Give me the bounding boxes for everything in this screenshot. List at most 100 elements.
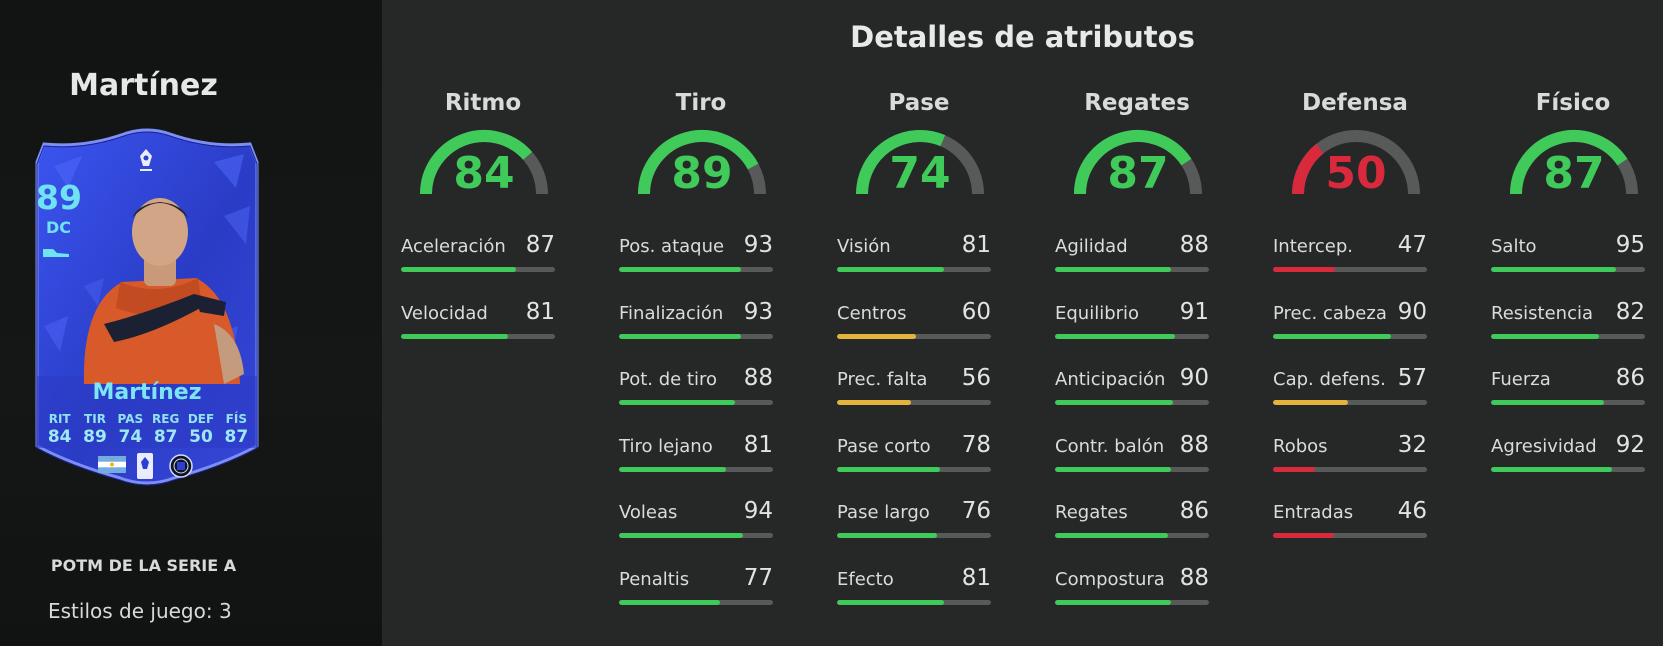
attribute-row: Anticipación 90 (1055, 365, 1219, 429)
attribute-bar (1491, 466, 1645, 472)
attribute-bar-fill (1055, 333, 1175, 339)
attribute-row: Aceleración 87 (401, 232, 565, 296)
attribute-value: 81 (961, 232, 991, 258)
attribute-bar (401, 267, 555, 272)
attribute-bar (1491, 333, 1645, 339)
category-name: Ritmo (444, 90, 522, 116)
gauge-fill (420, 130, 533, 195)
attribute-value: 93 (743, 232, 773, 258)
attribute-bar (837, 533, 991, 538)
card-stat-value: 50 (189, 427, 213, 447)
attribute-value: 88 (1179, 564, 1209, 591)
attribute-bar-fill (619, 599, 721, 605)
attribute-bar-fill (1055, 400, 1174, 405)
attribute-bar (1491, 267, 1645, 272)
attribute-bar (619, 333, 773, 339)
attribute-value: 46 (1397, 498, 1427, 524)
attribute-value: 56 (961, 365, 991, 391)
attribute-bar (1273, 466, 1427, 472)
attribute-value: 92 (1615, 431, 1645, 458)
attribute-value: 88 (1179, 431, 1209, 458)
card-stat-reg: REG 87 (148, 412, 183, 447)
attribute-row: Voleas 94 (619, 498, 783, 562)
attribute-bar (1055, 267, 1209, 272)
attribute-name: Finalización (619, 302, 724, 324)
attribute-value: 90 (1179, 365, 1209, 391)
attribute-bar-fill (1055, 466, 1171, 472)
attribute-value: 82 (1615, 298, 1645, 325)
attribute-row: Agilidad 88 (1055, 232, 1219, 296)
attribute-name: Pase largo (837, 502, 930, 523)
attribute-row: Finalización 93 (619, 299, 783, 363)
attribute-name: Entradas (1273, 502, 1354, 523)
attribute-bar (401, 333, 555, 339)
attribute-row: Prec. falta 56 (837, 365, 1001, 429)
card-position: DC (46, 218, 72, 237)
attribute-name: Voleas (619, 502, 678, 523)
category-name: Defensa (1302, 90, 1408, 116)
attribute-name: Equilibrio (1055, 302, 1140, 324)
attribute-bar-fill (619, 533, 743, 538)
card-stat-value: 89 (83, 427, 107, 447)
attribute-value: 88 (1179, 232, 1209, 258)
background-watermark (254, 460, 384, 540)
attribute-bar-fill (619, 267, 742, 272)
category-value: 87 (1543, 148, 1605, 199)
attribute-bar-fill (837, 599, 944, 605)
card-stat-value: 84 (47, 427, 72, 447)
attribute-value: 32 (1397, 431, 1427, 458)
attribute-value: 86 (1179, 498, 1209, 524)
attribute-bar (1273, 400, 1427, 405)
attribute-name: Tiro lejano (619, 435, 713, 457)
attribute-row: Compostura 88 (1055, 565, 1219, 629)
attribute-row: Contr. balón 88 (1055, 432, 1219, 496)
attribute-value: 86 (1615, 365, 1645, 391)
attribute-bar-fill (1273, 400, 1349, 405)
attribute-name: Robos (1273, 435, 1328, 457)
category-value: 89 (671, 148, 733, 199)
attribute-bar-fill (619, 333, 742, 339)
card-stats: RIT 84 TIR 89 PAS 74 REG 87 DEF 50 FÍS 87 (42, 412, 254, 447)
attribute-bar-fill (1273, 333, 1392, 339)
attribute-value: 95 (1615, 232, 1645, 258)
attribute-bar-fill (837, 400, 911, 405)
category-value: 84 (453, 148, 515, 199)
card-stat-rit: RIT 84 (42, 412, 77, 447)
attribute-bar (1273, 533, 1427, 538)
player-name-heading: Martínez (69, 68, 218, 103)
attribute-bar (837, 333, 991, 339)
attribute-name: Aceleración (401, 236, 506, 257)
attribute-row: Velocidad 81 (401, 299, 565, 363)
category-gauge: 87 (1072, 128, 1204, 200)
attribute-name: Efecto (837, 568, 894, 590)
attribute-bar (619, 466, 773, 472)
playstyles-count[interactable]: Estilos de juego: 3 (48, 599, 232, 623)
card-stat-fis: FÍS 87 (219, 412, 254, 447)
attribute-bar-fill (401, 333, 508, 339)
attribute-name: Cap. defens. (1273, 369, 1386, 390)
attribute-name: Prec. falta (837, 369, 928, 390)
card-stat-label: REG (152, 412, 180, 426)
attribute-bar (1273, 267, 1427, 272)
attribute-name: Prec. cabeza (1273, 302, 1387, 324)
card-stat-value: 74 (118, 427, 143, 447)
attribute-bar-fill (1491, 400, 1605, 405)
attribute-bar (1491, 400, 1645, 405)
category-name: Físico (1535, 90, 1611, 116)
category-value: 50 (1325, 148, 1387, 199)
attribute-bar-fill (1273, 466, 1316, 472)
attribute-value: 90 (1397, 298, 1427, 325)
attribute-name: Centros (837, 302, 907, 324)
attribute-value: 87 (525, 232, 555, 258)
attribute-row: Pot. de tiro 88 (619, 365, 783, 429)
attribute-name: Contr. balón (1055, 435, 1165, 457)
player-card[interactable]: 89 DC Martínez RIT 84 TIR 89 PAS 74 REG 87 D… (24, 126, 270, 498)
attribute-name: Visión (837, 236, 891, 257)
attribute-bar (1273, 333, 1427, 339)
card-stat-label: DEF (187, 412, 215, 426)
attribute-row: Pase corto 78 (837, 432, 1001, 496)
category-name: Tiro (675, 90, 727, 116)
attribute-bar (1055, 533, 1209, 538)
attribute-bar (619, 599, 773, 605)
attribute-row: Resistencia 82 (1491, 299, 1655, 363)
